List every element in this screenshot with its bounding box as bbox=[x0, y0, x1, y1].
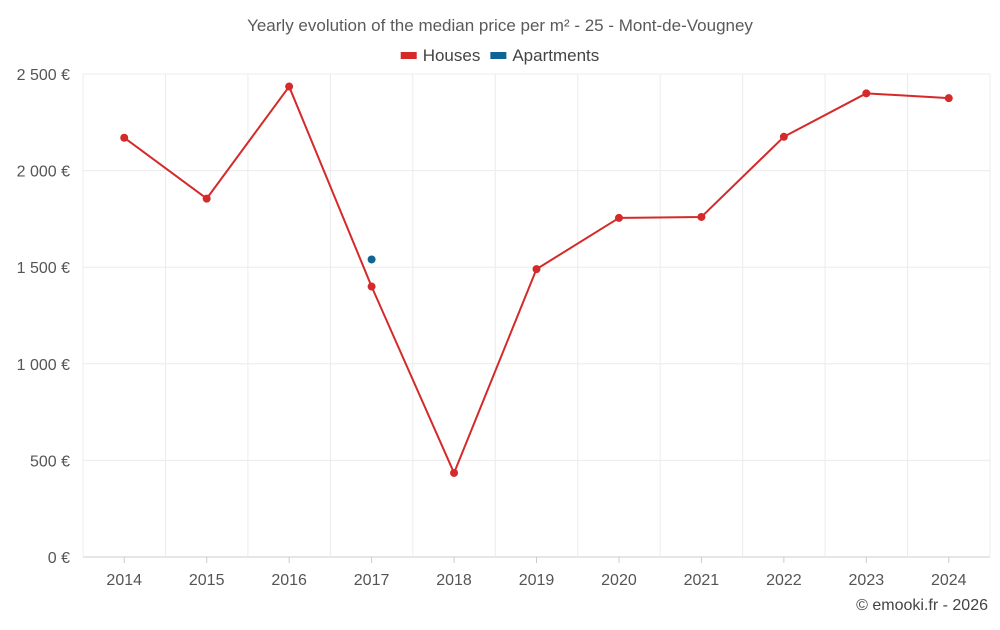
x-tick-label: 2021 bbox=[684, 572, 720, 589]
houses-data-point[interactable] bbox=[944, 94, 953, 103]
houses-data-point[interactable] bbox=[862, 89, 871, 98]
x-tick-label: 2024 bbox=[931, 572, 967, 589]
x-tick-label: 2022 bbox=[766, 572, 802, 589]
houses-data-point[interactable] bbox=[450, 468, 459, 477]
legend-label: Houses bbox=[423, 46, 481, 65]
chart-title: Yearly evolution of the median price per… bbox=[247, 16, 753, 35]
x-axis: 2014 2015 2016 2017 2018 2019 2020 2021 2022 2023… bbox=[106, 557, 967, 589]
houses-data-point[interactable] bbox=[367, 282, 376, 291]
y-tick-label: 1 500 € bbox=[17, 260, 70, 277]
legend-swatch bbox=[400, 52, 417, 59]
y-tick-label: 2 000 € bbox=[17, 164, 70, 181]
credit-text: © emooki.fr - 2026 bbox=[856, 597, 988, 614]
legend-item-apartments[interactable]: Apartments bbox=[490, 46, 599, 65]
x-tick-label: 2017 bbox=[354, 572, 390, 589]
legend-label: Apartments bbox=[512, 46, 599, 65]
legend: Houses Apartments bbox=[400, 46, 599, 65]
houses-data-point[interactable] bbox=[120, 133, 129, 142]
x-tick-label: 2023 bbox=[849, 572, 885, 589]
x-tick-label: 2015 bbox=[189, 572, 225, 589]
grid-lines bbox=[82, 73, 991, 558]
x-tick-label: 2018 bbox=[436, 572, 472, 589]
houses-data-point[interactable] bbox=[779, 132, 788, 141]
legend-item-houses[interactable]: Houses bbox=[400, 46, 481, 65]
houses-data-point[interactable] bbox=[697, 212, 706, 221]
houses-data-point[interactable] bbox=[532, 265, 541, 274]
apartments-data-point[interactable] bbox=[367, 255, 376, 264]
x-tick-label: 2014 bbox=[106, 572, 142, 589]
series-layer bbox=[120, 82, 953, 477]
houses-data-point[interactable] bbox=[614, 213, 623, 222]
y-tick-label: 2 500 € bbox=[17, 67, 70, 84]
y-axis: 0 € 500 € 1 000 € 1 500 € 2 000 € 2 500 € bbox=[17, 67, 70, 567]
y-tick-label: 500 € bbox=[30, 453, 70, 470]
y-tick-label: 1 000 € bbox=[17, 357, 70, 374]
x-tick-label: 2016 bbox=[271, 572, 307, 589]
y-tick-label: 0 € bbox=[48, 550, 70, 567]
legend-swatch bbox=[490, 52, 507, 59]
x-tick-label: 2020 bbox=[601, 572, 637, 589]
houses-data-point[interactable] bbox=[285, 82, 294, 91]
houses-data-point[interactable] bbox=[202, 194, 211, 203]
x-tick-label: 2019 bbox=[519, 572, 555, 589]
